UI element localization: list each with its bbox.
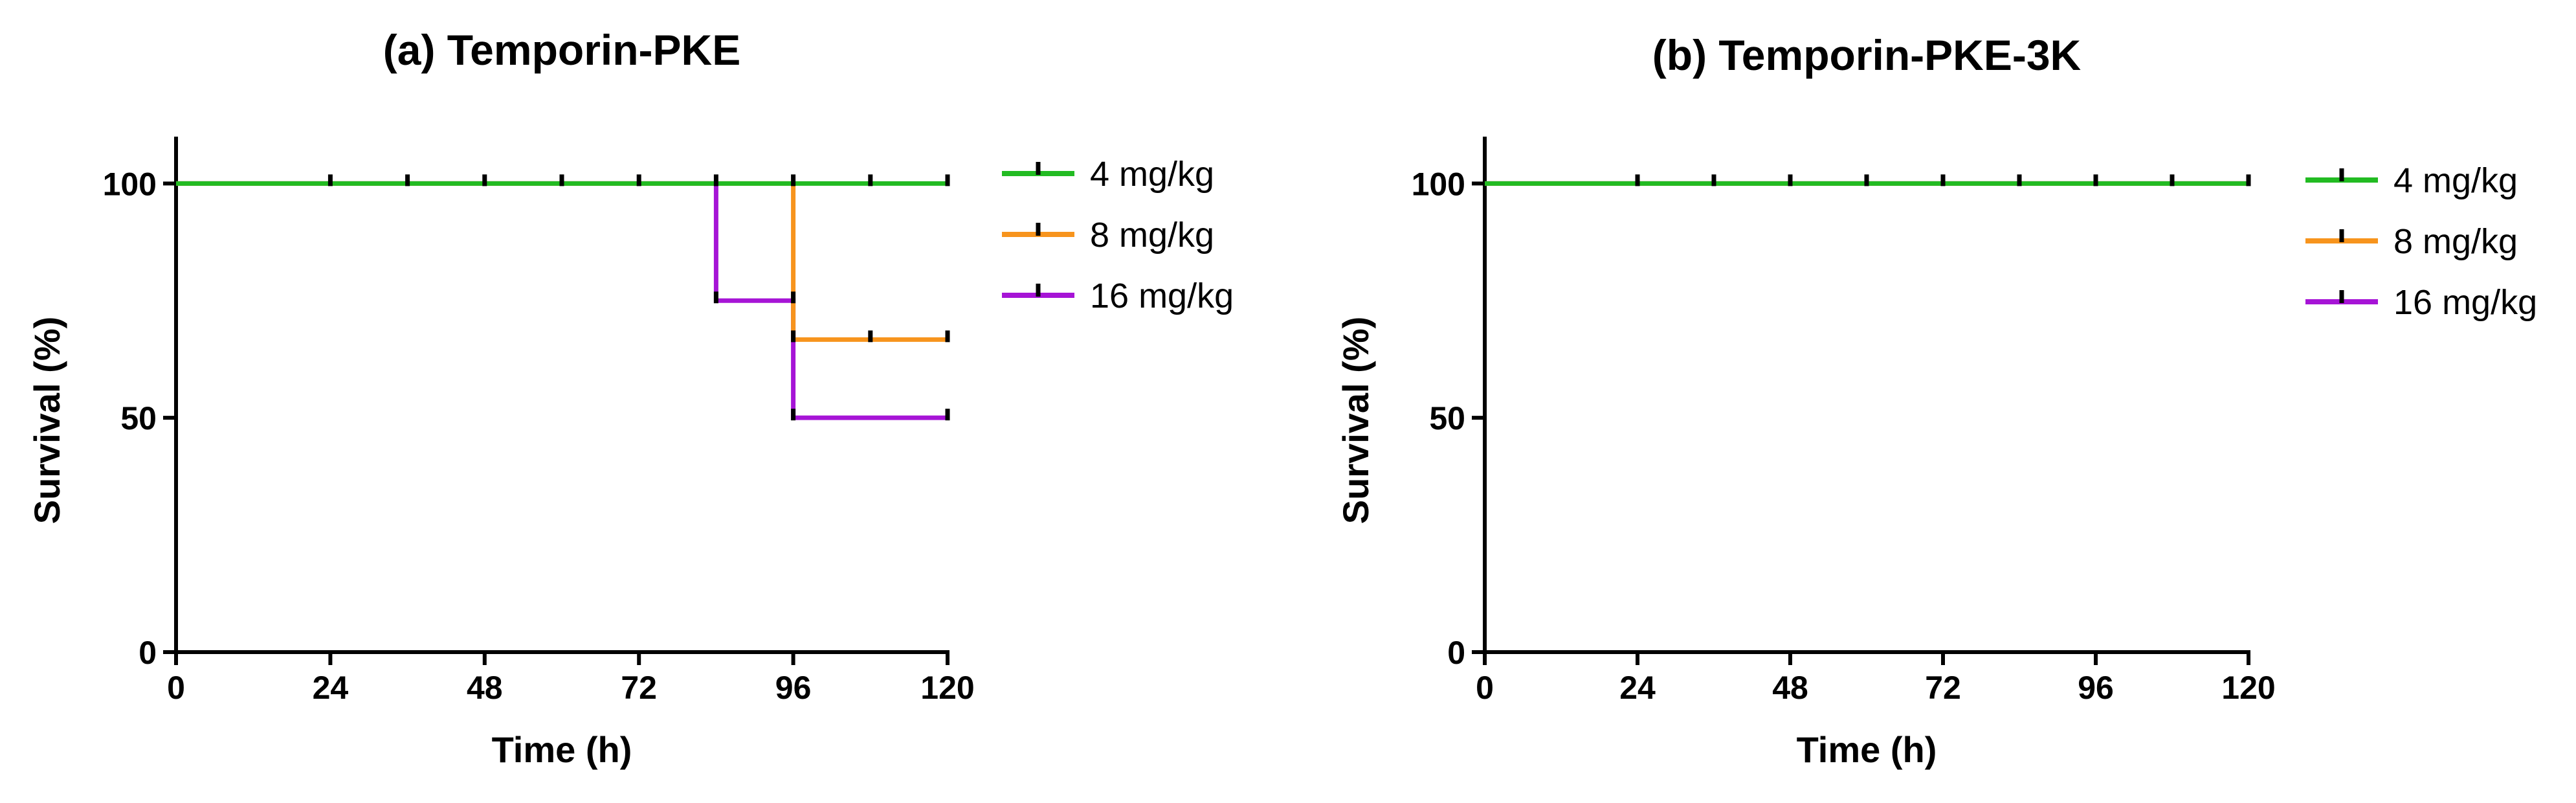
x-tick-label: 96 (2078, 670, 2114, 706)
legend-label: 16 mg/kg (1090, 277, 1234, 315)
y-tick-label: 100 (103, 166, 157, 202)
y-tick-label: 100 (1412, 166, 1465, 202)
x-tick-label: 120 (2221, 670, 2275, 706)
legend-label: 16 mg/kg (2393, 283, 2537, 322)
chart-panel-a: (a) Temporin-PKE 0 24 48 72 96 120 0 50 100 Time (… (27, 26, 1234, 770)
chart-title: (b) Temporin-PKE-3K (1652, 31, 2082, 79)
x-tick-label: 48 (1772, 670, 1808, 706)
x-tick-label: 24 (313, 670, 349, 706)
y-tick-label: 0 (1447, 635, 1465, 671)
x-tick-label: 72 (621, 670, 657, 706)
x-tick-label: 72 (1925, 670, 1961, 706)
y-tick-label: 50 (1429, 400, 1465, 436)
legend-label: 8 mg/kg (2393, 222, 2518, 261)
x-axis-label: Time (h) (492, 729, 632, 770)
chart-panel-b: (b) Temporin-PKE-3K 0 24 48 72 96 120 0 50 100 Tim… (1335, 31, 2537, 770)
series-line-8-mg-kg (176, 181, 948, 342)
x-tick-label: 48 (467, 670, 503, 706)
x-tick-label: 0 (167, 670, 185, 706)
y-axis-label: Survival (%) (1335, 317, 1376, 525)
x-tick-label: 0 (1476, 670, 1494, 706)
x-tick-label: 120 (920, 670, 974, 706)
y-axis-label: Survival (%) (27, 317, 67, 525)
legend-label: 8 mg/kg (1090, 216, 1214, 254)
y-tick-label: 50 (120, 400, 157, 436)
series-line-16-mg-kg (176, 181, 948, 420)
legend-label: 4 mg/kg (2393, 161, 2518, 200)
y-tick-label: 0 (139, 635, 157, 671)
x-tick-label: 24 (1619, 670, 1656, 706)
chart-title: (a) Temporin-PKE (383, 26, 740, 74)
x-tick-label: 96 (775, 670, 812, 706)
legend-label: 4 mg/kg (1090, 155, 1214, 194)
x-axis-label: Time (h) (1797, 729, 1937, 770)
